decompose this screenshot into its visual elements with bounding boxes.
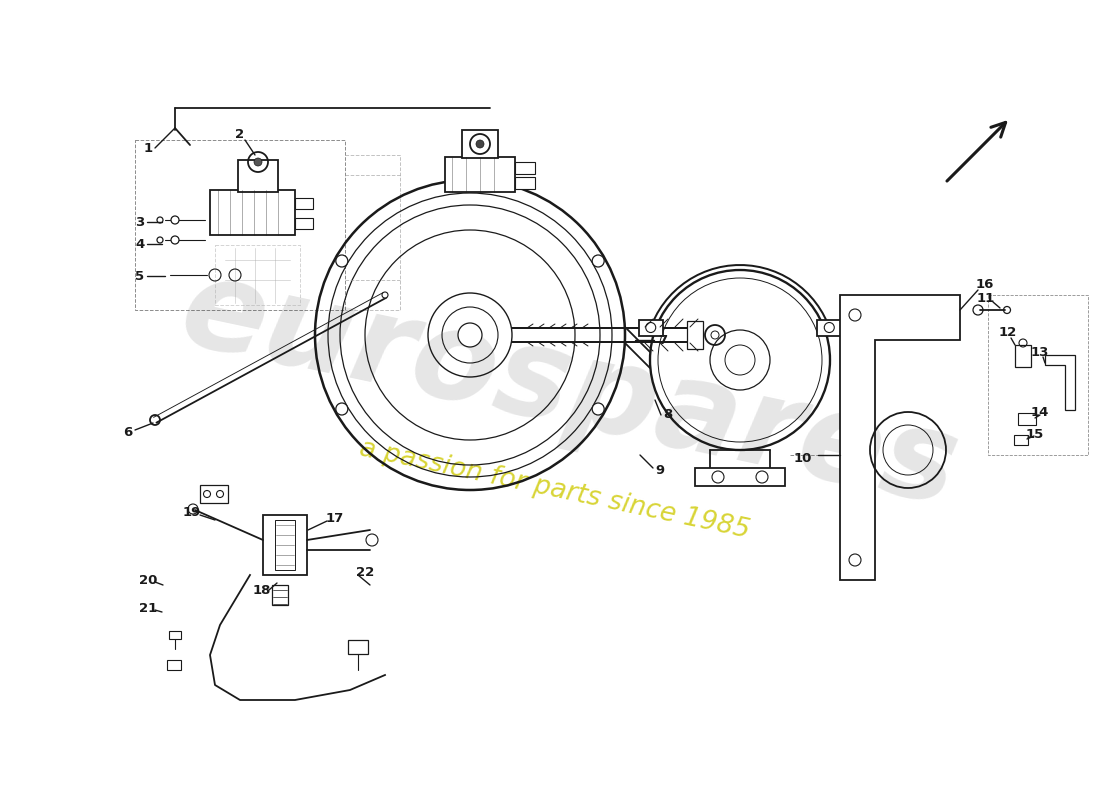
Circle shape (254, 158, 262, 166)
Bar (462, 130, 498, 158)
Circle shape (336, 403, 348, 415)
Circle shape (170, 236, 179, 244)
Circle shape (336, 255, 348, 267)
Bar (210, 190, 295, 235)
Text: a passion for parts since 1985: a passion for parts since 1985 (358, 436, 752, 544)
Bar (200, 485, 228, 503)
Polygon shape (1045, 355, 1075, 410)
Bar (446, 157, 515, 192)
Circle shape (592, 255, 604, 267)
Text: 19: 19 (183, 506, 201, 518)
Bar (515, 162, 535, 174)
Bar (695, 468, 785, 486)
Text: 6: 6 (123, 426, 133, 438)
Text: 15: 15 (1026, 429, 1044, 442)
Bar (295, 198, 313, 209)
Bar (688, 321, 703, 349)
Circle shape (382, 292, 388, 298)
Bar (639, 319, 662, 335)
Bar (275, 520, 295, 570)
Bar (263, 515, 307, 575)
Polygon shape (840, 295, 960, 580)
Text: 1: 1 (143, 142, 153, 154)
Text: 16: 16 (976, 278, 994, 291)
Text: 17: 17 (326, 511, 344, 525)
Text: 21: 21 (139, 602, 157, 614)
Text: 10: 10 (794, 451, 812, 465)
Text: 4: 4 (135, 238, 144, 250)
Bar (348, 640, 369, 654)
Bar (1015, 345, 1031, 367)
Text: 7: 7 (659, 334, 668, 346)
Bar (1014, 435, 1028, 445)
Circle shape (157, 237, 163, 243)
Bar (169, 631, 182, 639)
Text: eurospares: eurospares (170, 249, 969, 531)
Circle shape (458, 323, 482, 347)
Bar (515, 177, 535, 189)
Bar (817, 319, 842, 335)
Text: 14: 14 (1031, 406, 1049, 418)
Circle shape (592, 403, 604, 415)
Bar (238, 160, 278, 192)
Bar (1018, 413, 1036, 425)
Text: 18: 18 (253, 583, 272, 597)
Bar (167, 660, 182, 670)
Text: 13: 13 (1031, 346, 1049, 358)
Text: 9: 9 (656, 463, 664, 477)
Circle shape (157, 217, 163, 223)
Text: 8: 8 (663, 409, 672, 422)
Circle shape (170, 216, 179, 224)
Text: 3: 3 (135, 215, 144, 229)
Text: 11: 11 (977, 291, 996, 305)
Text: 2: 2 (235, 129, 244, 142)
Bar (295, 218, 313, 229)
Text: 22: 22 (356, 566, 374, 578)
Text: 12: 12 (999, 326, 1018, 339)
Circle shape (476, 140, 484, 148)
Text: 5: 5 (135, 270, 144, 282)
Text: 20: 20 (139, 574, 157, 586)
Bar (272, 585, 288, 605)
